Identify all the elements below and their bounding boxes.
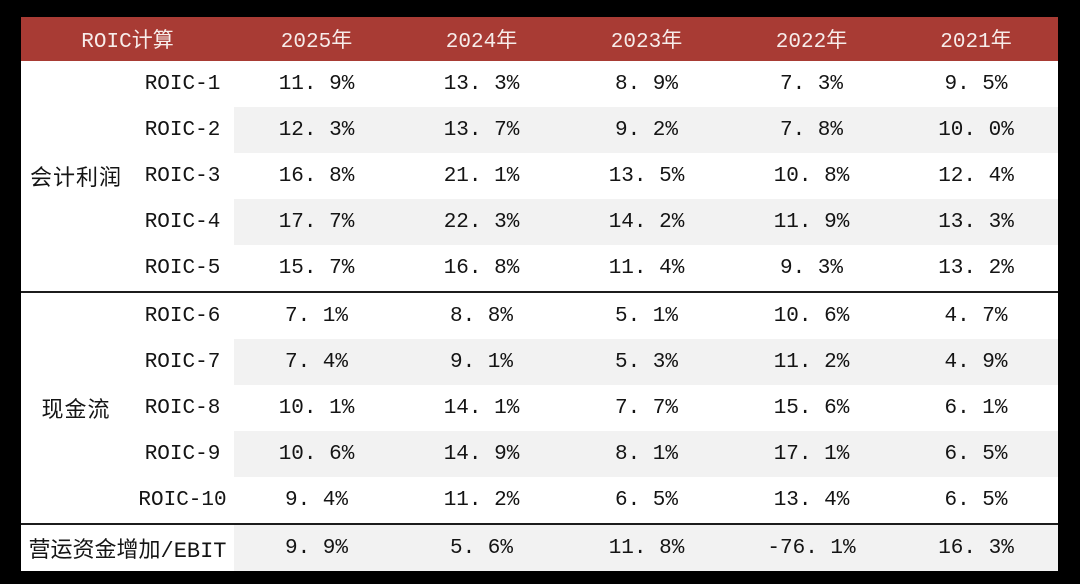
footer-row: 营运资金增加/EBIT 9. 9% 5. 6% 11. 8% -76. 1% 1… bbox=[21, 523, 1059, 571]
table-row: ROIC-10 9. 4% 11. 2% 6. 5% 13. 4% 6. 5% bbox=[21, 477, 1059, 524]
roic-row-label: ROIC-4 bbox=[131, 199, 235, 245]
value-cell: 16. 8% bbox=[234, 153, 400, 199]
roic-row-label: ROIC-3 bbox=[131, 153, 235, 199]
value-cell: 9. 4% bbox=[234, 477, 400, 524]
header-year-2025: 2025年 bbox=[234, 17, 400, 61]
value-cell: 9. 3% bbox=[729, 245, 895, 292]
value-cell: 5. 3% bbox=[564, 339, 730, 385]
value-cell: 7. 7% bbox=[564, 385, 730, 431]
header-row: ROIC计算 2025年 2024年 2023年 2022年 2021年 bbox=[21, 17, 1059, 61]
value-cell: 11. 8% bbox=[564, 523, 730, 571]
group-label-cash-flow: 现金流 bbox=[21, 291, 131, 524]
value-cell: 22. 3% bbox=[399, 199, 565, 245]
table-row: 会计利润 ROIC-1 11. 9% 13. 3% 8. 9% 7. 3% 9.… bbox=[21, 61, 1059, 292]
value-cell: 9. 1% bbox=[399, 339, 565, 385]
value-cell: 13. 3% bbox=[894, 199, 1059, 245]
value-cell: 13. 2% bbox=[894, 245, 1059, 292]
value-cell: 17. 7% bbox=[234, 199, 400, 245]
roic-row-label: ROIC-1 bbox=[131, 61, 235, 107]
value-cell: 15. 7% bbox=[234, 245, 400, 292]
value-cell: 7. 8% bbox=[729, 107, 895, 153]
value-cell: 13. 3% bbox=[399, 61, 565, 107]
value-cell: 8. 8% bbox=[399, 291, 565, 339]
value-cell: 10. 1% bbox=[234, 385, 400, 431]
value-cell: 6. 5% bbox=[894, 477, 1059, 524]
roic-row-label: ROIC-10 bbox=[131, 477, 235, 524]
header-year-2021: 2021年 bbox=[894, 17, 1059, 61]
value-cell: 7. 1% bbox=[234, 291, 400, 339]
value-cell: 14. 9% bbox=[399, 431, 565, 477]
roic-row-label: ROIC-7 bbox=[131, 339, 235, 385]
roic-table: ROIC计算 2025年 2024年 2023年 2022年 2021年 会计利… bbox=[21, 17, 1059, 571]
value-cell: 9. 2% bbox=[564, 107, 730, 153]
roic-row-label: ROIC-6 bbox=[131, 291, 235, 339]
footer-row-label: 营运资金增加/EBIT bbox=[21, 523, 235, 571]
value-cell: 11. 2% bbox=[729, 339, 895, 385]
table-panel: ROIC计算 2025年 2024年 2023年 2022年 2021年 会计利… bbox=[21, 17, 1059, 571]
value-cell: 13. 5% bbox=[564, 153, 730, 199]
value-cell: 14. 2% bbox=[564, 199, 730, 245]
value-cell: 12. 4% bbox=[894, 153, 1059, 199]
value-cell: 10. 8% bbox=[729, 153, 895, 199]
value-cell: -76. 1% bbox=[729, 523, 895, 571]
value-cell: 21. 1% bbox=[399, 153, 565, 199]
value-cell: 16. 3% bbox=[894, 523, 1059, 571]
value-cell: 13. 7% bbox=[399, 107, 565, 153]
table-row: ROIC-4 17. 7% 22. 3% 14. 2% 11. 9% 13. 3… bbox=[21, 199, 1059, 245]
header-year-2024: 2024年 bbox=[399, 17, 565, 61]
value-cell: 6. 5% bbox=[894, 431, 1059, 477]
table-row: ROIC-3 16. 8% 21. 1% 13. 5% 10. 8% 12. 4… bbox=[21, 153, 1059, 199]
value-cell: 11. 4% bbox=[564, 245, 730, 292]
value-cell: 4. 7% bbox=[894, 291, 1059, 339]
value-cell: 5. 6% bbox=[399, 523, 565, 571]
value-cell: 4. 9% bbox=[894, 339, 1059, 385]
value-cell: 14. 1% bbox=[399, 385, 565, 431]
header-roic-calc: ROIC计算 bbox=[21, 17, 235, 61]
value-cell: 5. 1% bbox=[564, 291, 730, 339]
table-row: ROIC-2 12. 3% 13. 7% 9. 2% 7. 8% 10. 0% bbox=[21, 107, 1059, 153]
table-row: ROIC-9 10. 6% 14. 9% 8. 1% 17. 1% 6. 5% bbox=[21, 431, 1059, 477]
value-cell: 9. 9% bbox=[234, 523, 400, 571]
value-cell: 10. 6% bbox=[729, 291, 895, 339]
header-year-2022: 2022年 bbox=[729, 17, 895, 61]
value-cell: 7. 4% bbox=[234, 339, 400, 385]
value-cell: 9. 5% bbox=[894, 61, 1059, 107]
value-cell: 11. 9% bbox=[729, 199, 895, 245]
table-row: 现金流 ROIC-6 7. 1% 8. 8% 5. 1% 10. 6% 4. 7… bbox=[21, 291, 1059, 524]
value-cell: 8. 1% bbox=[564, 431, 730, 477]
value-cell: 15. 6% bbox=[729, 385, 895, 431]
value-cell: 11. 2% bbox=[399, 477, 565, 524]
value-cell: 17. 1% bbox=[729, 431, 895, 477]
value-cell: 8. 9% bbox=[564, 61, 730, 107]
value-cell: 7. 3% bbox=[729, 61, 895, 107]
value-cell: 10. 0% bbox=[894, 107, 1059, 153]
value-cell: 6. 1% bbox=[894, 385, 1059, 431]
value-cell: 6. 5% bbox=[564, 477, 730, 524]
header-year-2023: 2023年 bbox=[564, 17, 730, 61]
roic-row-label: ROIC-8 bbox=[131, 385, 235, 431]
roic-row-label: ROIC-5 bbox=[131, 245, 235, 292]
value-cell: 12. 3% bbox=[234, 107, 400, 153]
roic-row-label: ROIC-9 bbox=[131, 431, 235, 477]
table-row: ROIC-5 15. 7% 16. 8% 11. 4% 9. 3% 13. 2% bbox=[21, 245, 1059, 292]
roic-row-label: ROIC-2 bbox=[131, 107, 235, 153]
table-row: ROIC-8 10. 1% 14. 1% 7. 7% 15. 6% 6. 1% bbox=[21, 385, 1059, 431]
group-label-accounting-profit: 会计利润 bbox=[21, 61, 131, 292]
value-cell: 16. 8% bbox=[399, 245, 565, 292]
value-cell: 10. 6% bbox=[234, 431, 400, 477]
table-row: ROIC-7 7. 4% 9. 1% 5. 3% 11. 2% 4. 9% bbox=[21, 339, 1059, 385]
value-cell: 13. 4% bbox=[729, 477, 895, 524]
value-cell: 11. 9% bbox=[234, 61, 400, 107]
